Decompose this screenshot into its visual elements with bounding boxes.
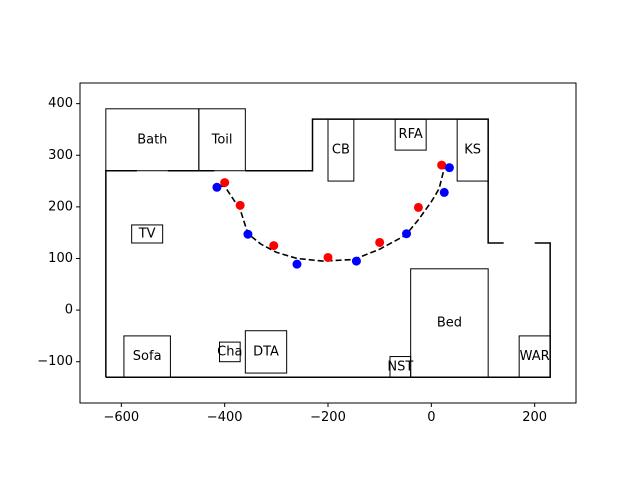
- room-box: [389, 356, 412, 378]
- red-point: [235, 200, 245, 210]
- y-tick-label: −100: [37, 354, 73, 369]
- y-tick-label: 100: [48, 251, 73, 266]
- y-tick-label: 400: [48, 96, 73, 111]
- blue-point: [292, 259, 302, 269]
- blue-point: [212, 182, 222, 192]
- y-tick-label: 200: [48, 199, 73, 214]
- room-box: [219, 341, 241, 363]
- room-box: [327, 118, 355, 182]
- room-box: [410, 268, 489, 378]
- x-tick-label: −200: [310, 410, 346, 425]
- y-tick-label: 300: [48, 148, 73, 163]
- room-box: [123, 335, 171, 378]
- blue-point: [439, 187, 449, 197]
- room-label: CB: [332, 143, 350, 158]
- room-label: Cha: [217, 344, 242, 359]
- trajectory-line: [219, 167, 446, 262]
- y-tick-label: 0: [65, 303, 73, 318]
- blue-point: [243, 229, 253, 239]
- room-label: Toil: [211, 132, 233, 147]
- red-point: [220, 178, 230, 188]
- room-label: Sofa: [133, 349, 162, 364]
- room-box: [394, 118, 427, 151]
- x-tick-label: 200: [522, 410, 547, 425]
- room-box: [518, 335, 551, 378]
- room-label: Bath: [137, 132, 167, 147]
- x-tick-label: −400: [207, 410, 243, 425]
- red-point: [323, 252, 333, 262]
- axes: −600 −400 −200 0 200 −100 0 100 200 300 400: [37, 96, 547, 425]
- room-label: WAR: [520, 349, 550, 364]
- blue-point: [444, 163, 454, 173]
- blue-point: [351, 256, 361, 266]
- red-point: [413, 202, 423, 212]
- plot-content: Bath Toil CB RFA KS TV Bed Sofa Cha DTA NST WAR: [105, 108, 551, 378]
- room-label: RFA: [399, 127, 423, 142]
- blue-point: [402, 229, 412, 239]
- room-box: [244, 330, 288, 374]
- room-box: [131, 224, 164, 244]
- room-label: DTA: [253, 344, 279, 359]
- red-point: [437, 160, 447, 170]
- red-point: [375, 237, 385, 247]
- room-box: [198, 108, 246, 172]
- x-tick-label: −600: [103, 410, 139, 425]
- room-label: TV: [138, 226, 156, 241]
- room-box: [456, 118, 489, 182]
- red-point: [269, 241, 279, 251]
- x-tick-label: 0: [427, 410, 435, 425]
- room-label: Bed: [437, 316, 462, 331]
- room-label: NST: [387, 359, 413, 374]
- room-label: KS: [464, 143, 481, 158]
